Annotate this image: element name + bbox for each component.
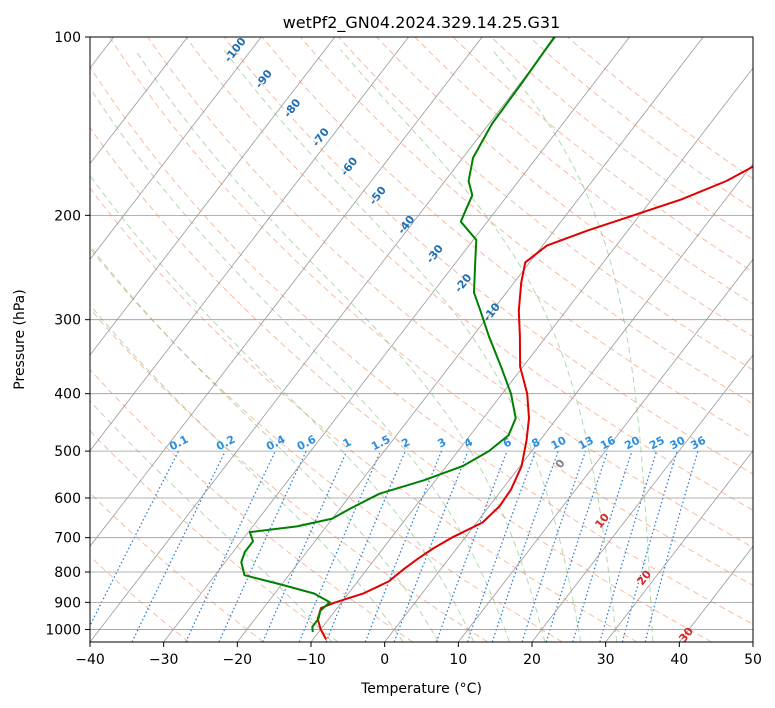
isotherm-line (458, 258, 753, 642)
mixing-ratio-line (435, 450, 508, 642)
isotherm-line (531, 354, 753, 642)
y-tick-label: 800 (54, 565, 81, 581)
isotherm-line (90, 37, 557, 642)
dry-adiabat (90, 430, 339, 642)
mixing-ratio-line (364, 450, 443, 642)
y-tick-label: 600 (54, 491, 81, 507)
x-axis: −40 −30 −20 −10 0 10 20 30 40 50 (75, 642, 762, 668)
moist-adiabat (223, 49, 582, 642)
mixing-ratio-label: 36 (688, 434, 708, 453)
mixing-ratio-line (545, 450, 609, 642)
chart-title: wetPf2_GN04.2024.329.14.25.G31 (283, 13, 561, 33)
mixing-ratio-label: 30 (668, 434, 688, 453)
y-axis: 1000 900 800 700 600 500 400 300 200 100 (45, 30, 90, 638)
moist-adiabat (90, 304, 404, 642)
mixing-ratio-line (466, 450, 537, 642)
x-tick-label: −20 (223, 652, 253, 668)
background-lines (90, 37, 753, 642)
x-tick-label: −30 (149, 652, 179, 668)
y-axis-label: Pressure (hPa) (12, 289, 28, 389)
moist-adiabat (340, 49, 618, 642)
mixing-ratio-line (621, 450, 678, 642)
x-tick-label: 30 (597, 652, 615, 668)
moist-adiabat (90, 400, 333, 642)
mixing-ratio-line (521, 450, 587, 642)
y-tick-label: 200 (54, 208, 81, 224)
dry-adiabat (90, 247, 563, 642)
y-tick-label: 400 (54, 387, 81, 403)
isotherm-line (237, 37, 704, 642)
mixing-ratio-line (572, 450, 633, 642)
y-tick-label: 900 (54, 595, 81, 611)
isotherm-line (605, 450, 753, 642)
y-tick-label: 700 (54, 531, 81, 547)
dry-adiabat (299, 37, 753, 405)
mixing-ratio-line (90, 450, 180, 628)
dry-adiabat (90, 65, 753, 625)
moist-adiabat (90, 174, 475, 642)
y-tick-label: 1000 (45, 622, 81, 638)
moist-adiabat (491, 49, 654, 642)
dry-adiabat (414, 37, 753, 305)
x-tick-label: 20 (523, 652, 541, 668)
isotherm-line (90, 37, 409, 452)
plot-frame (89, 36, 754, 643)
dry-adiabat (109, 37, 753, 586)
mixing-ratio-line (491, 450, 559, 642)
dry-adiabat (185, 37, 753, 511)
isotherm-line (90, 37, 483, 547)
dry-adiabat (376, 37, 753, 338)
x-tick-label: −40 (75, 652, 105, 668)
plot-area: -100-90-80-70-60-50-40-30-20-100.1 0.2 0.4… (90, 37, 753, 642)
x-tick-label: 10 (449, 652, 467, 668)
mixing-ratio-label: 25 (647, 434, 667, 453)
mixing-ratio-line (298, 450, 382, 642)
dewpoint-profile (240, 37, 556, 633)
dry-adiabat (90, 555, 190, 642)
mixing-ratio-line (325, 450, 406, 642)
mixing-ratio-label: 10 (549, 434, 569, 453)
temperature-profile (316, 165, 753, 640)
dry-adiabat (90, 307, 488, 642)
mixing-ratio-line (262, 450, 348, 642)
mixing-ratio-label: 16 (598, 434, 618, 453)
x-tick-label: −10 (296, 652, 326, 668)
x-tick-label: 50 (744, 652, 762, 668)
moist-adiabat (90, 86, 510, 642)
isotherm-line (384, 162, 753, 642)
moist-adiabat (134, 49, 546, 642)
y-tick-label: 500 (54, 444, 81, 460)
mixing-ratio-line (599, 450, 658, 642)
isotherm-line (163, 37, 630, 642)
y-tick-label: 100 (54, 30, 81, 46)
dry-adiabat (90, 126, 712, 642)
dry-adiabat (338, 37, 753, 371)
mixing-ratio-label: 13 (576, 434, 596, 453)
x-tick-label: 0 (380, 652, 389, 668)
isotherm-line (90, 37, 188, 165)
isotherm-line (310, 67, 753, 642)
profiles (240, 37, 753, 640)
x-axis-label: Temperature (°C) (360, 681, 482, 697)
x-tick-label: 40 (670, 652, 688, 668)
y-tick-label: 300 (54, 313, 81, 329)
mixing-ratio-label: 20 (622, 434, 642, 453)
isotherm-line (90, 37, 336, 356)
isotherm-line (90, 37, 262, 260)
